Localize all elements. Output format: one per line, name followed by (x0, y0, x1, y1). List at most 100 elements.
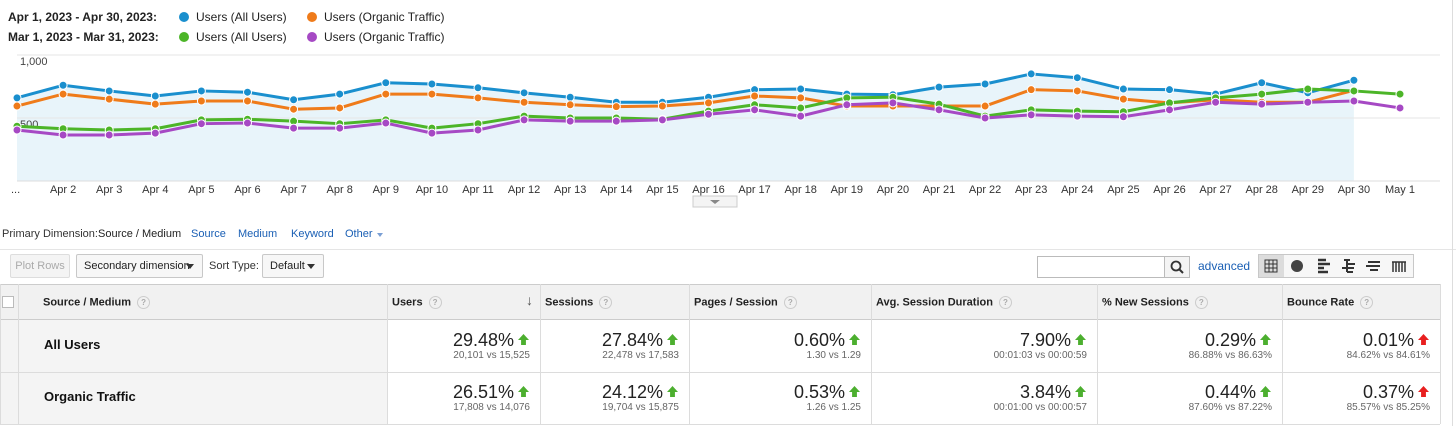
metric-compare: 84.62% vs 84.61% (1346, 350, 1430, 361)
data-point (1349, 96, 1359, 106)
data-point (1395, 103, 1405, 113)
data-point (12, 101, 22, 111)
caret (186, 264, 194, 269)
data-point (473, 83, 483, 93)
column-header-text: Source / Medium (43, 296, 132, 309)
x-tick-label: Apr 21 (923, 184, 955, 196)
metric-change: 27.84% (601, 330, 663, 350)
data-point (381, 118, 391, 128)
secondary-dimension-select[interactable]: Secondary dimension (76, 254, 203, 278)
column-header[interactable]: Avg. Session Duration? (876, 296, 1012, 309)
column-divider (689, 284, 690, 424)
column-divider (0, 284, 1, 424)
row-divider (0, 424, 1440, 425)
metric-compare: 00:01:03 vs 00:00:59 (993, 350, 1087, 361)
dimension-option[interactable]: Source (191, 228, 226, 240)
dimension-option[interactable]: Keyword (291, 228, 334, 240)
data-point (473, 125, 483, 135)
view-bar[interactable] (1318, 258, 1330, 274)
advanced-link[interactable]: advanced (1198, 259, 1251, 273)
x-tick-label: Apr 11 (462, 184, 494, 196)
metric-change: 0.60% (793, 330, 845, 350)
row-name: All Users (44, 337, 101, 352)
column-header[interactable]: Users? (392, 296, 442, 309)
metric-compare: 87.60% vs 87.22% (1188, 402, 1272, 413)
legend-period: Mar 1, 2023 - Mar 31, 2023: (8, 30, 159, 44)
column-header-text: Pages / Session (694, 296, 778, 309)
data-point (150, 91, 160, 101)
data-point (473, 93, 483, 103)
view-table-selected[interactable] (1259, 255, 1284, 277)
x-tick-label: Apr 19 (831, 184, 863, 196)
search-input[interactable] (1037, 256, 1165, 278)
data-point (1257, 99, 1267, 109)
row-name: Organic Traffic (44, 389, 136, 404)
view-pivot[interactable] (1392, 261, 1406, 272)
column-header-text: Bounce Rate (1287, 296, 1355, 309)
trend-arrow (1260, 334, 1271, 345)
data-point (1349, 75, 1359, 85)
help-icon[interactable]: ? (137, 296, 151, 309)
help-icon[interactable]: ? (1360, 296, 1374, 309)
dimension-option[interactable]: Medium (238, 228, 278, 240)
data-point (519, 88, 529, 98)
data-point (1303, 97, 1313, 107)
help-icon[interactable]: ? (428, 296, 442, 309)
data-point (980, 113, 990, 123)
x-tick-label: Apr 18 (784, 184, 816, 196)
column-header[interactable]: Pages / Session? (694, 296, 797, 309)
trend-arrow (1075, 334, 1086, 345)
column-divider (387, 284, 388, 424)
data-point (888, 98, 898, 108)
data-point (611, 116, 621, 126)
sort-type-select[interactable]: Default (262, 254, 324, 278)
metric-compare: 1.26 vs 1.25 (806, 402, 861, 413)
table-header-bg (0, 284, 1440, 320)
help-icon[interactable]: ? (998, 296, 1012, 309)
data-point (796, 84, 806, 94)
sort-arrow: ↓ (526, 292, 533, 308)
dimension-option[interactable]: Other (345, 228, 383, 240)
column-header[interactable]: Source / Medium? (43, 296, 151, 309)
data-point (565, 92, 575, 102)
view-pie[interactable] (1291, 260, 1303, 272)
data-point (1349, 86, 1359, 96)
column-header[interactable]: Sessions? (545, 296, 613, 309)
x-tick-label: Apr 7 (280, 184, 306, 196)
data-point (1211, 97, 1221, 107)
trend-arrow (518, 334, 529, 345)
column-header[interactable]: % New Sessions? (1102, 296, 1208, 309)
metric-change: 0.44% (1204, 382, 1256, 402)
data-point (104, 86, 114, 96)
data-point (1072, 73, 1082, 83)
x-tick-label: Apr 17 (738, 184, 770, 196)
view-term-cloud[interactable] (1366, 261, 1380, 271)
series-line (16, 88, 1355, 111)
right-edge (1452, 0, 1453, 426)
search-button[interactable] (1164, 256, 1190, 278)
column-header-text: Sessions (545, 296, 594, 309)
column-header[interactable]: Bounce Rate? (1287, 296, 1374, 309)
column-header-text: Avg. Session Duration (876, 296, 993, 309)
x-tick-label: ... (11, 184, 20, 196)
data-point (104, 130, 114, 140)
help-icon[interactable]: ? (1194, 296, 1208, 309)
header-checkbox[interactable] (2, 296, 14, 308)
data-point (12, 125, 22, 135)
data-point (58, 130, 68, 140)
data-point (704, 98, 713, 108)
column-divider (18, 284, 19, 424)
metric-compare: 1.30 vs 1.29 (806, 350, 861, 361)
data-point (196, 96, 206, 106)
column-header-text: % New Sessions (1102, 296, 1189, 309)
data-point (796, 111, 806, 121)
plot-rows-button[interactable]: Plot Rows (10, 254, 70, 278)
x-tick-label: Apr 5 (188, 184, 214, 196)
view-compare[interactable] (1342, 259, 1355, 273)
help-icon[interactable]: ? (599, 296, 613, 309)
help-icon[interactable]: ? (783, 296, 797, 309)
column-divider (871, 284, 872, 424)
trend-arrow (518, 386, 529, 397)
trend-arrow (849, 386, 860, 397)
